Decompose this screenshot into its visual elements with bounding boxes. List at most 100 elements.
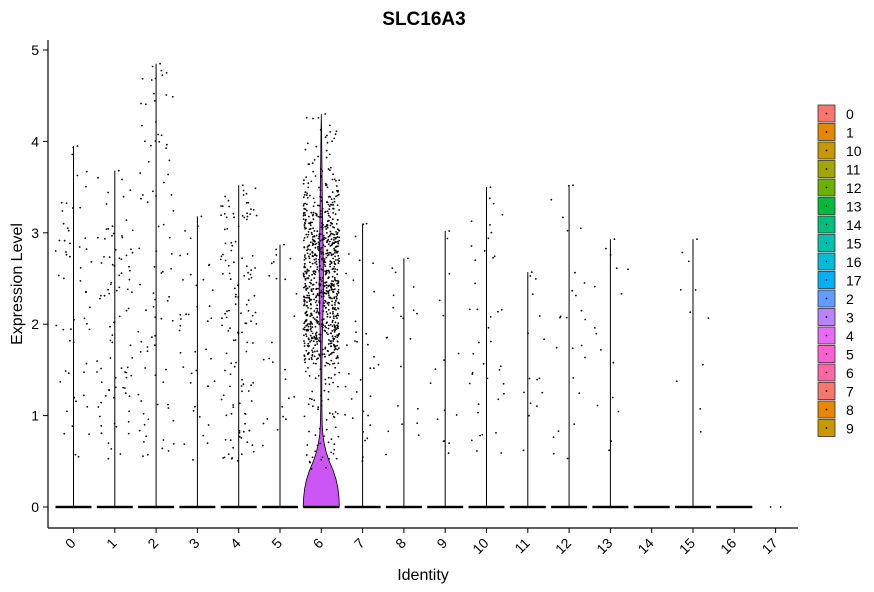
cell-point	[328, 383, 331, 386]
cell-point	[316, 294, 319, 296]
cell-point	[412, 309, 415, 312]
legend-item: 0	[817, 104, 854, 123]
cell-point	[275, 248, 277, 251]
cell-point	[486, 377, 489, 380]
cell-point	[316, 444, 319, 447]
cell-point	[327, 276, 330, 278]
cell-point	[306, 305, 309, 307]
violin-group-0	[54, 145, 93, 509]
legend-dot	[825, 390, 828, 392]
cell-point	[245, 265, 248, 268]
cell-point	[305, 233, 308, 236]
cell-point	[322, 251, 324, 254]
legend-dot	[825, 408, 828, 411]
cell-point	[324, 355, 326, 358]
cell-point	[192, 409, 195, 412]
cell-point	[309, 249, 311, 251]
cell-point	[307, 337, 310, 340]
zero-point	[769, 506, 772, 508]
x-tick-label: 6	[310, 535, 327, 552]
cell-point	[333, 331, 336, 333]
cell-point	[97, 406, 100, 408]
cell-point	[543, 338, 545, 341]
cell-point	[314, 254, 317, 256]
cell-point	[100, 262, 103, 264]
cell-point	[314, 243, 317, 246]
cell-point	[335, 223, 338, 225]
cell-point	[67, 372, 70, 375]
cell-point	[305, 454, 308, 456]
cell-point	[336, 236, 339, 238]
cell-point	[311, 238, 314, 241]
cell-point	[352, 279, 355, 282]
cell-point	[196, 305, 199, 308]
cell-point	[131, 229, 134, 232]
cell-point	[182, 366, 185, 368]
legend-item: 15	[817, 234, 862, 252]
cell-point	[565, 316, 568, 319]
cell-point	[324, 136, 327, 139]
cell-point	[335, 297, 338, 300]
cell-point	[307, 325, 310, 328]
cell-point	[306, 268, 309, 271]
cell-point	[470, 439, 473, 442]
cell-point	[317, 320, 320, 323]
legend-label: 10	[846, 143, 862, 159]
cell-point	[333, 260, 336, 263]
cell-point	[488, 197, 491, 200]
cell-point	[325, 149, 328, 152]
cell-point	[312, 117, 314, 120]
cell-point	[210, 317, 213, 320]
cell-point	[318, 282, 321, 285]
cell-point	[338, 229, 341, 232]
cell-point	[331, 218, 334, 221]
violin-group-5	[262, 243, 298, 509]
cell-point	[318, 186, 320, 189]
cell-point	[538, 377, 541, 380]
cell-point	[334, 252, 336, 254]
cell-point	[62, 222, 65, 225]
cell-point	[167, 403, 169, 406]
cell-point	[325, 361, 328, 364]
cell-point	[318, 249, 320, 252]
cell-point	[584, 356, 586, 359]
cell-point	[325, 184, 328, 186]
cell-point	[161, 447, 164, 450]
cell-point	[163, 181, 165, 184]
cell-point	[325, 326, 327, 329]
cell-point	[221, 317, 223, 319]
cell-point	[77, 455, 80, 458]
zero-band-6	[303, 505, 340, 509]
legend: 0 1 10 11 12 13 14 15 16 17 2 3 4 5 6 7 8 9	[817, 104, 862, 437]
cell-point	[327, 220, 329, 223]
cell-point	[112, 396, 115, 399]
cell-point	[303, 298, 306, 301]
cell-point	[304, 320, 306, 323]
cell-point	[243, 274, 246, 277]
cell-point	[69, 255, 71, 258]
cell-point	[523, 391, 525, 394]
cell-point	[312, 362, 315, 365]
cell-point	[275, 277, 278, 280]
cell-point	[699, 408, 702, 410]
cell-point	[330, 284, 333, 287]
legend-item: 7	[817, 382, 854, 400]
cell-point	[309, 334, 312, 337]
cell-point	[202, 434, 205, 437]
cell-point	[324, 225, 327, 228]
cell-point	[222, 253, 224, 256]
cell-point	[151, 336, 153, 338]
cell-point	[687, 260, 690, 263]
cell-point	[310, 339, 313, 342]
cell-point	[307, 328, 309, 331]
cell-point	[317, 258, 320, 261]
cell-point	[336, 268, 339, 271]
cell-point	[171, 95, 174, 98]
cell-point	[308, 285, 311, 288]
cell-point	[322, 234, 325, 237]
cell-point	[150, 144, 152, 147]
cell-point	[328, 339, 330, 341]
cell-point	[114, 249, 117, 251]
cell-point	[326, 232, 328, 234]
cell-point	[470, 245, 473, 247]
